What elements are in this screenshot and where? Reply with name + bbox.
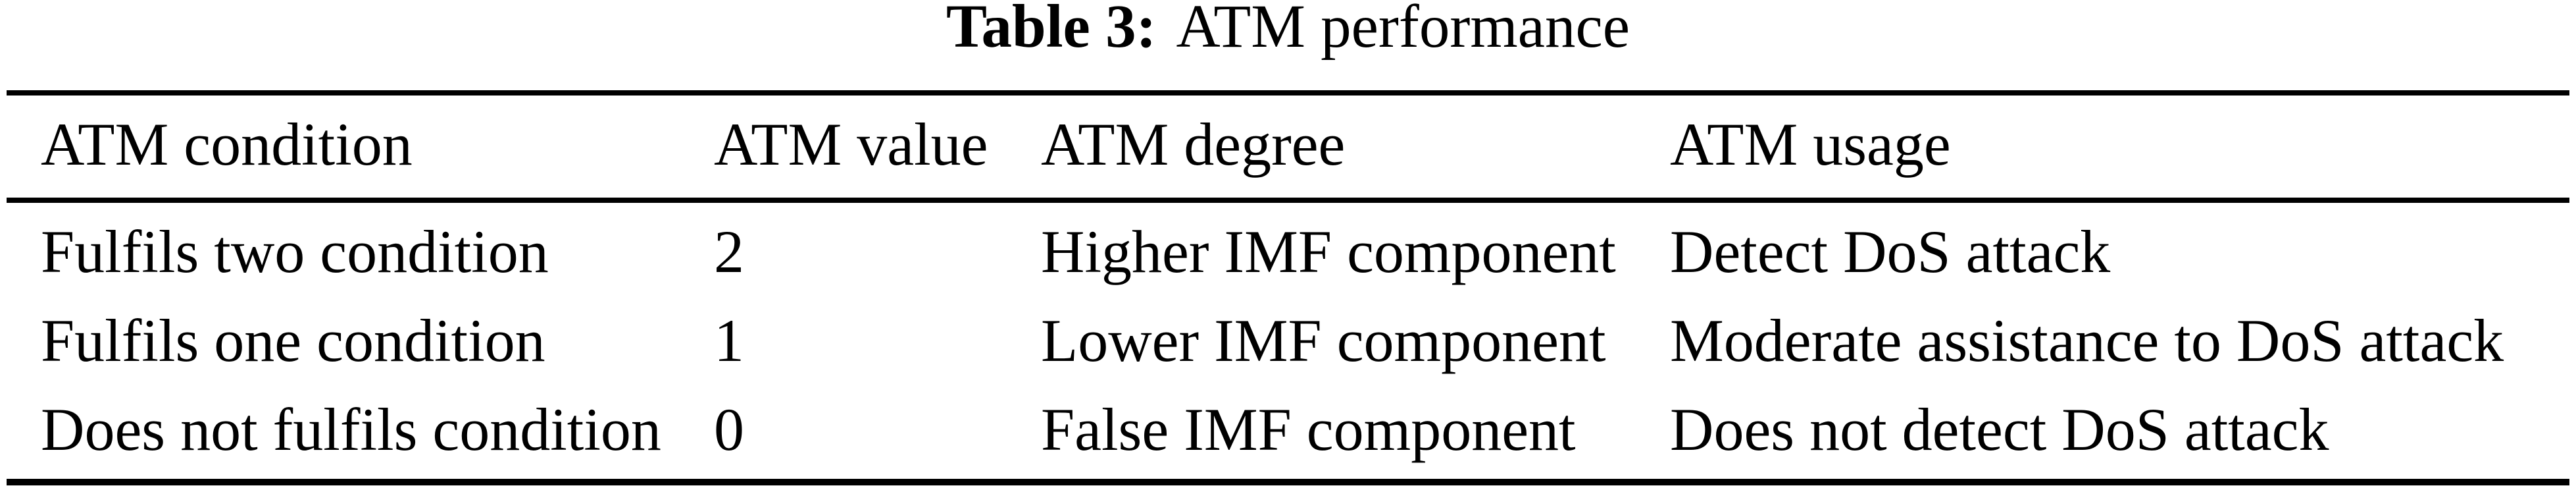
column-header-atm-usage: ATM usage <box>1670 111 1951 178</box>
column-header-atm-condition: ATM condition <box>41 111 413 178</box>
table-cell: Does not detect DoS attack <box>1670 396 2329 463</box>
table-cell: Higher IMF component <box>1041 218 1616 285</box>
table-cell: Moderate assistance to DoS attack <box>1670 307 2504 374</box>
table-top-rule <box>7 90 2569 96</box>
table-cell: Detect DoS attack <box>1670 218 2111 285</box>
table-cell: Fulfils two condition <box>41 218 549 285</box>
table-cell: 0 <box>714 396 744 463</box>
table-header-rule <box>7 198 2569 203</box>
table-cell: 2 <box>714 218 744 285</box>
table-caption: Table 3: ATM performance <box>0 0 2576 57</box>
table-bottom-rule <box>7 479 2569 485</box>
table-cell: 1 <box>714 307 744 374</box>
column-header-atm-degree: ATM degree <box>1041 111 1346 178</box>
table-cell: False IMF component <box>1041 396 1576 463</box>
column-header-atm-value: ATM value <box>714 111 988 178</box>
table-cell: Fulfils one condition <box>41 307 545 374</box>
table-caption-title: ATM performance <box>1176 0 1630 61</box>
table-caption-label: Table 3: <box>946 0 1157 61</box>
table-cell: Lower IMF component <box>1041 307 1606 374</box>
table-cell: Does not fulfils condition <box>41 396 661 463</box>
